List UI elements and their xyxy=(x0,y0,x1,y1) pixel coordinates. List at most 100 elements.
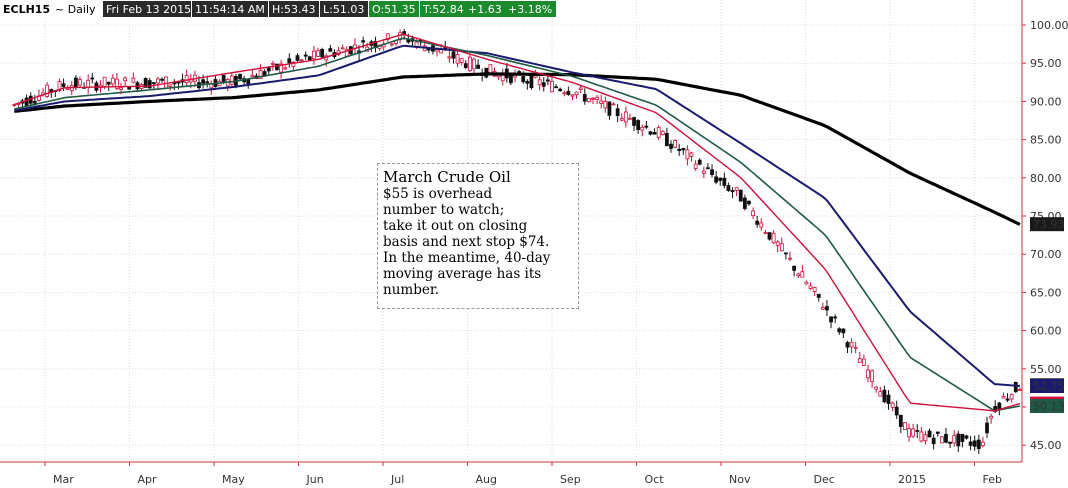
candle-body xyxy=(751,210,755,217)
candle-body xyxy=(258,69,263,79)
candle-body xyxy=(685,149,690,160)
candle-body xyxy=(570,94,575,97)
candle-body xyxy=(24,97,29,107)
candle-body xyxy=(229,75,234,85)
candle-body xyxy=(389,43,394,46)
candle-body xyxy=(595,96,600,100)
candle-body xyxy=(566,90,571,95)
candle-body xyxy=(981,441,985,446)
candle-body xyxy=(742,197,747,209)
candle-body xyxy=(857,358,862,363)
x-tick-label: Apr xyxy=(138,473,158,486)
annotation-line: number. xyxy=(383,282,440,298)
y-tick-label: 60.00 xyxy=(1030,325,1062,338)
y-tick-label: 70.00 xyxy=(1030,248,1062,261)
candle-body xyxy=(820,307,825,310)
candle-body xyxy=(632,117,636,126)
candle-body xyxy=(385,33,390,40)
candle-body xyxy=(574,91,579,95)
candle-body xyxy=(562,92,567,95)
candle-body xyxy=(472,58,476,70)
candle-body xyxy=(476,64,480,69)
candle-body xyxy=(623,111,628,123)
candle-body xyxy=(677,148,682,151)
candle-body xyxy=(455,54,460,64)
candle-body xyxy=(238,73,242,80)
candle-body xyxy=(591,97,595,100)
candle-body xyxy=(939,436,944,444)
y-tick-label: 45.00 xyxy=(1030,439,1062,452)
candle-body xyxy=(545,79,550,82)
candle-body xyxy=(156,78,160,84)
candle-body xyxy=(792,265,797,271)
candle-body xyxy=(730,190,735,193)
candle-body xyxy=(603,100,608,109)
candle-body xyxy=(147,80,152,89)
candle-body xyxy=(829,316,833,323)
quote-header: ECLH15 ~ Daily Fri Feb 13 2015 11:54:14 … xyxy=(0,0,556,18)
candle-body xyxy=(143,78,148,88)
candle-body xyxy=(110,77,115,85)
candle-body xyxy=(61,83,66,87)
candle-body xyxy=(168,84,173,87)
time-label: 11:54:14 AM xyxy=(195,3,265,16)
last-value-badge xyxy=(1030,217,1064,232)
candle-body xyxy=(853,346,858,349)
y-tick-label: 80.00 xyxy=(1030,172,1062,185)
candle-body xyxy=(115,78,119,89)
last-value-badge xyxy=(1030,378,1064,393)
ma-line-ma-slow xyxy=(14,44,1020,387)
candle-body xyxy=(956,433,961,447)
candle-body xyxy=(701,170,706,174)
candle-body xyxy=(287,58,292,64)
candle-body xyxy=(919,431,924,442)
candle-body xyxy=(693,163,698,169)
candle-body xyxy=(722,177,727,186)
x-tick-label: Jul xyxy=(390,473,404,486)
candle-body xyxy=(1001,396,1006,399)
candle-body xyxy=(656,127,661,138)
candle-body xyxy=(160,78,164,81)
candle-body xyxy=(816,293,821,298)
candle-body xyxy=(903,422,907,431)
candle-body xyxy=(78,79,82,86)
ma-line-ma-mid xyxy=(14,37,1021,412)
candle-body xyxy=(898,414,903,427)
candle-body xyxy=(771,232,776,244)
candle-body xyxy=(587,98,591,103)
candle-body xyxy=(517,71,522,73)
change-pct-label: +3.18% xyxy=(508,3,552,16)
candle-body xyxy=(45,84,50,97)
candle-body xyxy=(845,342,850,348)
candle-body xyxy=(734,187,739,191)
candle-body xyxy=(529,74,534,89)
annotation-line: number to watch; xyxy=(383,202,505,218)
candle-body xyxy=(307,56,312,61)
candle-body xyxy=(435,49,439,52)
x-tick-label: Feb xyxy=(983,473,1002,486)
candle-body xyxy=(1013,381,1018,393)
candle-body xyxy=(660,131,665,136)
change-label: +1.63 xyxy=(468,3,502,16)
candle-body xyxy=(106,81,111,85)
candle-body xyxy=(915,430,920,432)
candle-body xyxy=(800,271,805,278)
candle-body xyxy=(102,76,107,88)
low-label: L:51.03 xyxy=(323,3,364,16)
annotation-title: March Crude Oil xyxy=(383,168,511,186)
candle-body xyxy=(644,125,649,128)
candle-body xyxy=(673,140,677,148)
candle-body xyxy=(894,406,899,416)
candle-body xyxy=(931,437,936,445)
candle-body xyxy=(221,74,226,82)
candle-body xyxy=(525,80,530,84)
candle-body xyxy=(866,369,870,379)
x-tick-label: Dec xyxy=(814,473,835,486)
candle-body xyxy=(989,415,994,419)
candle-body xyxy=(907,428,911,438)
annotation-line: In the meantime, 40-day xyxy=(383,250,551,266)
candle-body xyxy=(726,185,731,192)
candle-body xyxy=(927,430,932,438)
x-tick-label: Oct xyxy=(645,473,665,486)
candle-body xyxy=(262,71,267,76)
